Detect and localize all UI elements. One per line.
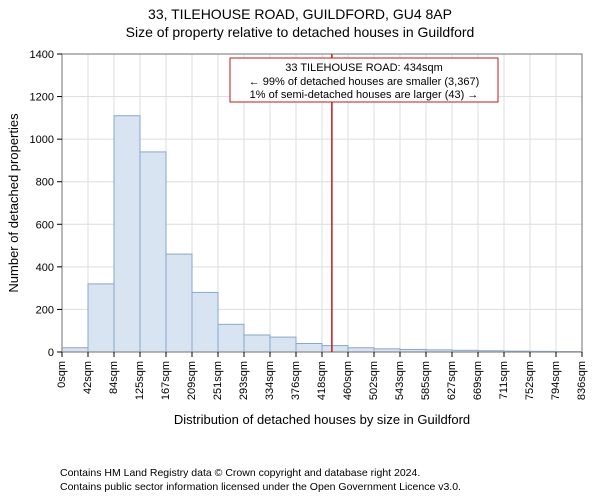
x-tick-label: 125sqm [134, 361, 146, 400]
chart-header: 33, TILEHOUSE ROAD, GUILDFORD, GU4 8AP S… [0, 0, 600, 40]
subtitle: Size of property relative to detached ho… [0, 24, 600, 40]
x-tick-label: 84sqm [108, 361, 120, 394]
histogram-chart: 0 200 400 600 800 1000 1200 1400 Number of detac… [0, 46, 600, 444]
x-tick-label: 752sqm [524, 361, 536, 400]
annotation-line: 33 TILEHOUSE ROAD: 434sqm [285, 62, 443, 74]
y-tick-label: 1400 [30, 49, 54, 61]
y-tick-label: 1200 [30, 92, 54, 104]
footer-line-1: Contains HM Land Registry data © Crown c… [60, 466, 461, 480]
histogram-bar [322, 346, 348, 352]
histogram-bar [62, 348, 88, 352]
x-tick-label: 0sqm [56, 361, 68, 388]
annotation-line: 1% of semi-detached houses are larger (4… [250, 89, 479, 101]
histogram-bar [348, 348, 374, 352]
histogram-bar [114, 116, 140, 352]
x-tick-label: 418sqm [316, 361, 328, 400]
histogram-bar [88, 284, 114, 352]
y-tick-label: 600 [36, 219, 54, 231]
x-tick-label: 209sqm [186, 361, 198, 400]
y-tick-label: 400 [36, 262, 54, 274]
y-tick-label: 0 [48, 347, 54, 359]
x-tick-label: 669sqm [472, 361, 484, 400]
x-axis-label: Distribution of detached houses by size … [174, 412, 470, 427]
x-tick-label: 334sqm [264, 361, 276, 400]
x-tick-label: 711sqm [498, 361, 510, 399]
footer-line-2: Contains public sector information licen… [60, 480, 461, 494]
y-tick-label: 800 [36, 177, 54, 189]
x-tick-label: 460sqm [342, 361, 354, 400]
histogram-bar [140, 152, 166, 352]
x-tick-label: 251sqm [212, 361, 224, 400]
histogram-bar [166, 254, 192, 352]
x-tick-label: 376sqm [290, 361, 302, 400]
x-tick-label: 836sqm [576, 361, 588, 400]
y-tick-label: 200 [36, 304, 54, 316]
x-tick-label: 627sqm [446, 361, 458, 400]
x-tick-label: 293sqm [238, 361, 250, 400]
x-tick-label: 794sqm [550, 361, 562, 400]
x-tick-label: 585sqm [420, 361, 432, 400]
x-tick-label: 42sqm [82, 361, 94, 394]
x-tick-label: 502sqm [368, 361, 380, 400]
address-line: 33, TILEHOUSE ROAD, GUILDFORD, GU4 8AP [0, 6, 600, 22]
y-axis-label: Number of detached properties [6, 113, 21, 293]
histogram-bar [244, 335, 270, 352]
annotation-line: ← 99% of detached houses are smaller (3,… [249, 76, 480, 88]
histogram-bar [296, 343, 322, 352]
y-tick-label: 1000 [30, 134, 54, 146]
histogram-bar [192, 292, 218, 352]
histogram-bar [218, 324, 244, 352]
x-tick-label: 543sqm [394, 361, 406, 400]
histogram-bar [270, 337, 296, 352]
attribution-footer: Contains HM Land Registry data © Crown c… [60, 466, 461, 494]
chart-svg: 0 200 400 600 800 1000 1200 1400 Number of detac… [0, 46, 600, 444]
x-tick-label: 167sqm [160, 361, 172, 400]
